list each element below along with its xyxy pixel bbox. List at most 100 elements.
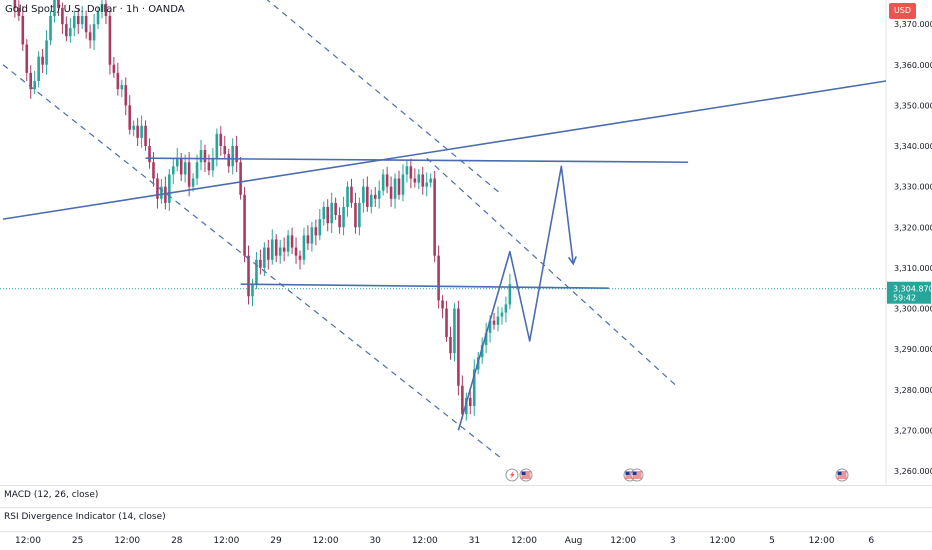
candle-body[interactable]	[373, 194, 377, 199]
candle-body[interactable]	[401, 174, 405, 195]
candle-body[interactable]	[160, 186, 163, 199]
candle-body[interactable]	[389, 186, 393, 199]
candle-body[interactable]	[302, 235, 306, 260]
candle-body[interactable]	[227, 154, 231, 167]
candle-body[interactable]	[433, 178, 436, 256]
candle-body[interactable]	[211, 158, 215, 171]
candle-body[interactable]	[80, 16, 84, 25]
candle-body[interactable]	[504, 304, 508, 313]
candle-body[interactable]	[278, 247, 282, 256]
candle-body[interactable]	[128, 105, 132, 130]
candle-body[interactable]	[45, 40, 48, 65]
candle-body[interactable]	[72, 16, 76, 29]
us-flag-icon[interactable]	[835, 468, 849, 482]
candle-body[interactable]	[235, 146, 238, 163]
rsi-indicator-label[interactable]: RSI Divergence Indicator (14, close)	[4, 512, 166, 522]
candle-body[interactable]	[429, 178, 432, 183]
support-line[interactable]	[240, 283, 609, 289]
candle-body[interactable]	[405, 166, 409, 175]
candle-body[interactable]	[187, 162, 191, 187]
candle-body[interactable]	[69, 28, 72, 37]
candle-body[interactable]	[191, 178, 195, 187]
candle-body[interactable]	[92, 24, 96, 41]
candle-body[interactable]	[472, 369, 476, 406]
candle-body[interactable]	[488, 320, 492, 333]
candle-body[interactable]	[366, 186, 369, 207]
candle-body[interactable]	[322, 206, 326, 220]
candle-body[interactable]	[326, 206, 330, 224]
macd-pane[interactable]: MACD (12, 26, close)	[0, 485, 932, 508]
candle-body[interactable]	[104, 3, 108, 16]
candle-body[interactable]	[29, 72, 33, 90]
candle-body[interactable]	[120, 85, 124, 90]
candle-body[interactable]	[417, 174, 421, 183]
candle-body[interactable]	[231, 146, 234, 167]
rising-trendline[interactable]	[2, 80, 887, 220]
candle-body[interactable]	[310, 227, 314, 244]
candle-body[interactable]	[223, 146, 227, 155]
main-chart-pane[interactable]: 3,260.000 3,270.000 3,280.000 3,290.000 3,30…	[0, 0, 932, 485]
candle-body[interactable]	[409, 166, 413, 179]
candle-body[interactable]	[136, 125, 139, 138]
candle-body[interactable]	[84, 16, 88, 33]
candle-body[interactable]	[108, 16, 112, 65]
candle-body[interactable]	[449, 336, 452, 354]
candle-body[interactable]	[508, 284, 512, 305]
candle-body[interactable]	[88, 32, 92, 41]
candle-body[interactable]	[179, 158, 183, 175]
currency-badge[interactable]: USD	[889, 3, 916, 19]
candle-body[interactable]	[17, 7, 21, 16]
candle-body[interactable]	[25, 44, 29, 73]
candle-body[interactable]	[61, 7, 64, 25]
us-flag-icon[interactable]	[519, 468, 533, 482]
candle-body[interactable]	[76, 16, 80, 25]
candle-body[interactable]	[290, 235, 294, 248]
candle-body[interactable]	[171, 166, 175, 175]
candle-body[interactable]	[354, 202, 357, 228]
candle-body[interactable]	[239, 162, 242, 195]
descending-channel-mid[interactable]	[426, 157, 677, 387]
candle-body[interactable]	[453, 308, 456, 354]
candle-body[interactable]	[140, 125, 143, 138]
descending-channel-lower[interactable]	[2, 64, 503, 460]
candle-body[interactable]	[251, 284, 254, 297]
candle-body[interactable]	[413, 178, 417, 183]
candle-body[interactable]	[243, 194, 246, 256]
candle-body[interactable]	[484, 332, 488, 346]
candle-body[interactable]	[148, 146, 151, 163]
rsi-pane[interactable]: RSI Divergence Indicator (14, close)	[0, 507, 932, 532]
candle-body[interactable]	[346, 186, 349, 207]
candle-body[interactable]	[358, 202, 361, 228]
candle-body[interactable]	[286, 235, 290, 252]
candle-body[interactable]	[112, 64, 116, 73]
candle-body[interactable]	[156, 178, 159, 199]
candle-body[interactable]	[282, 247, 286, 252]
candle-body[interactable]	[49, 16, 52, 41]
candle-body[interactable]	[65, 24, 68, 37]
candle-body[interactable]	[362, 186, 365, 203]
candle-body[interactable]	[334, 202, 337, 216]
candle-body[interactable]	[267, 247, 270, 260]
candle-body[interactable]	[381, 174, 385, 191]
time-axis[interactable]: 12:00 25 12:00 28 12:00 29 12:00 30 12:00 31 12:00…	[0, 531, 932, 550]
candle-body[interactable]	[480, 345, 484, 358]
candle-body[interactable]	[207, 162, 211, 171]
candle-body[interactable]	[215, 133, 219, 159]
candle-body[interactable]	[314, 227, 318, 236]
candle-body[interactable]	[183, 162, 187, 175]
candle-body[interactable]	[100, 3, 104, 12]
candle-body[interactable]	[369, 194, 373, 207]
candle-body[interactable]	[270, 239, 274, 260]
candle-body[interactable]	[397, 178, 401, 195]
candle-body[interactable]	[421, 174, 425, 187]
candle-body[interactable]	[298, 255, 302, 260]
candle-body[interactable]	[492, 320, 496, 325]
candle-body[interactable]	[144, 125, 147, 146]
candle-body[interactable]	[13, 0, 17, 8]
candle-body[interactable]	[441, 300, 444, 309]
resistance-line[interactable]	[145, 157, 689, 164]
candle-body[interactable]	[461, 385, 464, 415]
candle-body[interactable]	[259, 259, 262, 268]
candle-body[interactable]	[350, 186, 353, 203]
candle-body[interactable]	[175, 158, 179, 167]
